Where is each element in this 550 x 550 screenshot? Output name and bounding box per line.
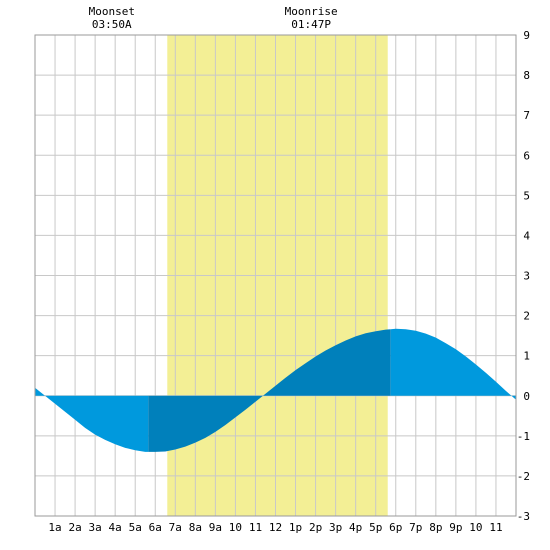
y-tick-label: -2 — [517, 470, 530, 483]
x-tick-label: 9p — [449, 521, 462, 534]
x-tick-label: 11 — [489, 521, 502, 534]
plot-frame — [34, 34, 517, 517]
x-tick-label: 5a — [129, 521, 142, 534]
tide-area-segment — [262, 329, 391, 396]
tide-area-segment — [148, 395, 263, 452]
x-tick-label: 11 — [249, 521, 262, 534]
y-tick-label: 3 — [523, 270, 530, 283]
x-tick-label: 1a — [48, 521, 61, 534]
tide-area-segment — [35, 387, 149, 452]
x-tick-label: 1p — [289, 521, 302, 534]
y-tick-label: 7 — [523, 109, 530, 122]
y-tick-label: -1 — [517, 430, 530, 443]
x-tick-label: 8a — [189, 521, 202, 534]
x-tick-label: 9a — [209, 521, 222, 534]
y-tick-label: 8 — [523, 69, 530, 82]
x-tick-label: 10 — [229, 521, 242, 534]
x-tick-label: 3a — [89, 521, 102, 534]
x-tick-label: 2a — [68, 521, 81, 534]
x-tick-label: 6a — [149, 521, 162, 534]
x-tick-label: 4a — [109, 521, 122, 534]
tide-area-segment — [390, 328, 516, 400]
y-tick-label: 2 — [523, 310, 530, 323]
x-tick-label: 10 — [469, 521, 482, 534]
moonset-time: 03:50A — [92, 18, 132, 31]
moonrise-time: 01:47P — [291, 18, 331, 31]
y-tick-label: 4 — [523, 229, 530, 242]
x-tick-label: 7a — [169, 521, 182, 534]
x-tick-label: 4p — [349, 521, 362, 534]
x-tick-label: 6p — [389, 521, 402, 534]
x-tick-label: 12 — [269, 521, 282, 534]
y-tick-label: 6 — [523, 149, 530, 162]
moonrise-label: Moonrise — [285, 5, 338, 18]
y-tick-label: 5 — [523, 189, 530, 202]
x-tick-label: 3p — [329, 521, 342, 534]
x-tick-label: 7p — [409, 521, 422, 534]
y-tick-label: 0 — [523, 390, 530, 403]
x-tick-label: 2p — [309, 521, 322, 534]
moonset-label: Moonset — [89, 5, 135, 18]
y-tick-label: -3 — [517, 510, 530, 523]
x-tick-label: 8p — [429, 521, 442, 534]
x-tick-label: 5p — [369, 521, 382, 534]
y-tick-label: 1 — [523, 350, 530, 363]
y-tick-label: 9 — [523, 29, 530, 42]
